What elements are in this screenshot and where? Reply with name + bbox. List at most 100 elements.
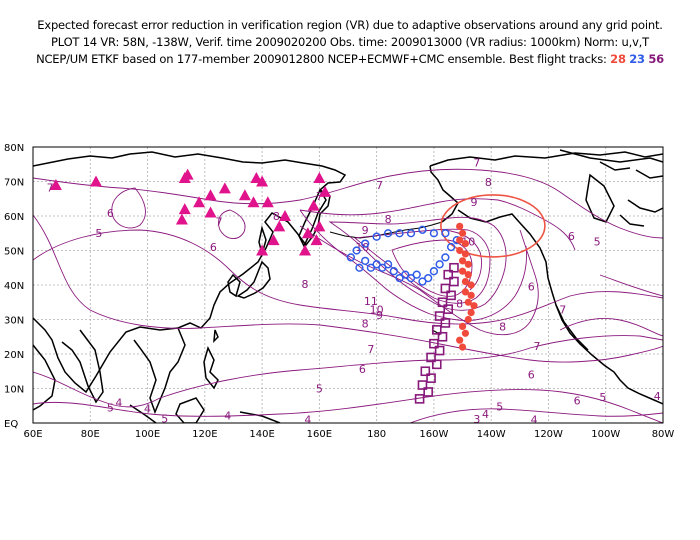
asia-coast <box>33 151 347 394</box>
track-28-marker <box>458 343 467 351</box>
track-56-marker <box>429 338 439 349</box>
track-28-marker <box>456 236 464 244</box>
track-28-marker <box>464 260 472 268</box>
track-28-marker <box>467 291 475 299</box>
contour-label: 7 <box>376 179 383 192</box>
contour-4-left <box>33 214 663 363</box>
lat-label: 10N <box>4 385 24 396</box>
track-56-marker <box>431 359 442 370</box>
contour-label: 5 <box>496 401 503 414</box>
contour-label: 11 <box>364 295 378 308</box>
track-56-marker <box>446 290 456 301</box>
contour-small-ring <box>218 209 246 239</box>
observation-triangle <box>301 227 314 239</box>
title-line-1: Expected forecast error reduction in ver… <box>37 18 663 32</box>
contour-small-asia <box>111 187 146 229</box>
observation-triangle <box>256 244 269 256</box>
track-56-marker <box>440 283 451 294</box>
track-23-marker <box>383 229 393 238</box>
observation-triangle <box>267 234 280 246</box>
lon-label: 80E <box>81 429 100 440</box>
track-56-marker <box>449 262 459 273</box>
track-23-marker <box>372 260 381 269</box>
observation-triangle <box>319 185 332 197</box>
contour-label: 8 <box>302 278 309 291</box>
track-23-marker <box>395 229 404 238</box>
track-28-marker <box>467 281 475 289</box>
contour-east-6 <box>559 318 663 337</box>
taiwan <box>213 329 219 343</box>
map-frame <box>32 146 664 424</box>
track-23-marker <box>389 267 398 276</box>
observation-triangle <box>307 199 320 211</box>
contour-label: 7 <box>473 156 480 169</box>
contour-11 <box>391 239 473 297</box>
track-56-marker <box>423 387 433 397</box>
track-23-marker <box>401 270 410 279</box>
contour-3 <box>409 408 663 423</box>
observation-triangle <box>313 220 326 232</box>
contour-label: 8 <box>385 213 392 226</box>
contour-label: 4 <box>144 403 151 416</box>
contour-east-5 <box>599 274 663 297</box>
track-23-marker <box>412 270 421 279</box>
contour-label: 4 <box>654 390 661 403</box>
contour-5-south <box>33 335 663 408</box>
japan <box>236 260 271 299</box>
indochina <box>133 327 186 415</box>
coastlines <box>33 149 663 423</box>
track-28-marker <box>461 288 470 296</box>
contour-label: 8 <box>485 176 492 189</box>
track-23-marker <box>352 246 361 255</box>
contour-7-outer <box>33 168 663 239</box>
contour-4-south <box>33 389 663 423</box>
contour-label: 10 <box>355 241 369 254</box>
track-23-marker <box>406 273 416 283</box>
track-56-marker <box>431 325 442 335</box>
track-56-marker <box>417 380 428 390</box>
contour-label: 6 <box>359 363 366 376</box>
philippines <box>203 345 219 390</box>
lon-label: 140W <box>477 429 506 440</box>
observation-triangle <box>204 206 217 218</box>
contour-label: 4 <box>224 410 231 423</box>
lat-lon-grid <box>33 147 663 423</box>
track-56-marker <box>437 297 448 308</box>
track-23-marker <box>429 229 439 238</box>
track-28-marker <box>464 298 472 306</box>
contour-label: 5 <box>316 383 323 396</box>
track-label-23: 23 <box>629 52 645 66</box>
track-56-marker <box>443 304 454 314</box>
observation-triangle <box>218 182 231 194</box>
lat-label: 60N <box>4 212 24 223</box>
observation-triangle <box>256 175 269 187</box>
contour-label: 5 <box>599 391 606 404</box>
contour-label: 4 <box>531 414 538 427</box>
error-reduction-contours <box>33 168 663 423</box>
observation-triangle <box>250 172 263 184</box>
lat-label: 50N <box>4 247 24 258</box>
track-28-marker <box>461 250 470 258</box>
axis-labels: 80N 70N 60N 50N 40N 30N 20N 10N EQ 60E 80E 100E 120E… <box>4 143 674 440</box>
track-56-marker <box>414 394 425 404</box>
track-56-marker <box>443 269 454 280</box>
lon-label: 80W <box>652 429 675 440</box>
observation-triangle <box>49 178 62 190</box>
track-56-marker <box>437 331 448 342</box>
flight-track-56 <box>414 262 459 404</box>
verification-region-circle <box>440 194 546 258</box>
lon-label: 180 <box>367 429 386 440</box>
observation-triangle <box>175 213 188 225</box>
observation-triangle <box>238 189 251 201</box>
lon-label: 60E <box>23 429 42 440</box>
contour-7-inner <box>299 225 539 336</box>
track-28-marker <box>456 246 464 255</box>
contour-label: 3 <box>473 413 480 426</box>
mexico <box>555 304 589 351</box>
lat-label: 30N <box>4 316 24 327</box>
track-23-marker <box>383 260 393 269</box>
title-line-3: NCEP/UM ETKF based on 177-member 2009012… <box>0 52 700 66</box>
track-28-marker <box>456 222 464 230</box>
observation-triangle <box>273 220 286 232</box>
